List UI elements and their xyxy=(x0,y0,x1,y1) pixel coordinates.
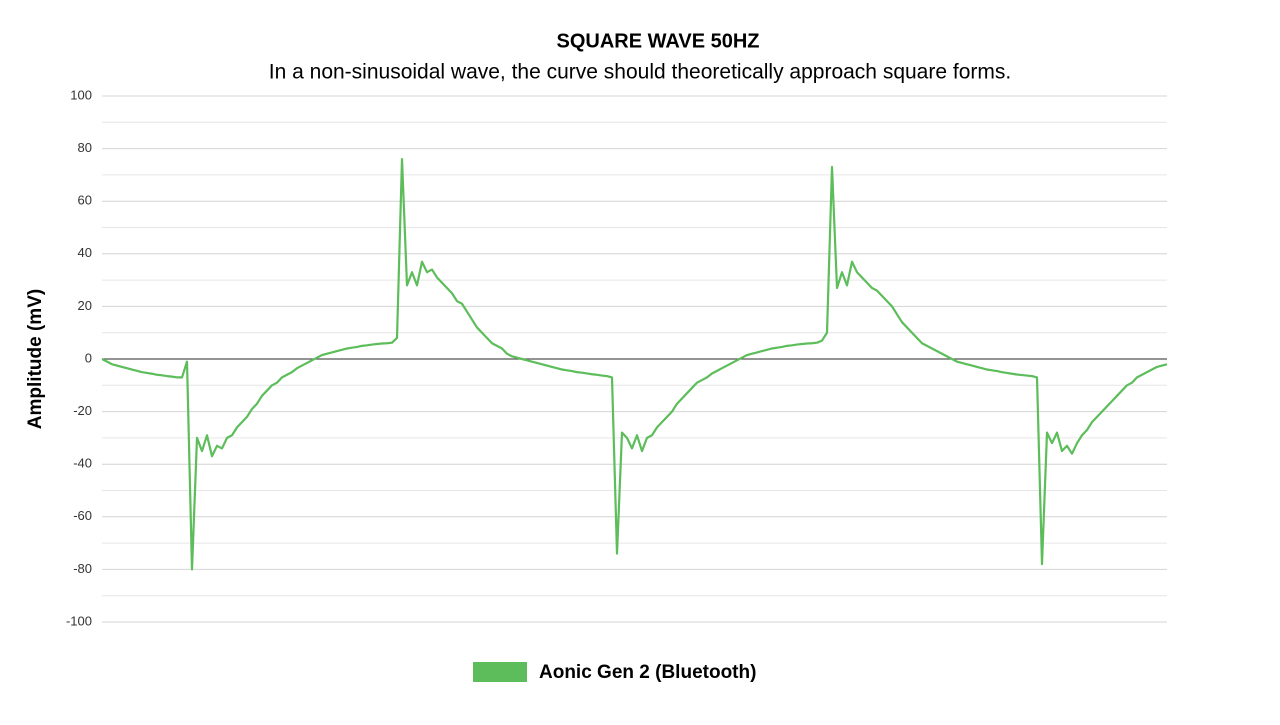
data-line xyxy=(101,158,1168,571)
y-tick-label: 0 xyxy=(85,350,92,365)
y-axis-label: Amplitude (mV) xyxy=(25,289,46,429)
y-tick-label: -80 xyxy=(73,561,92,576)
legend-label: Aonic Gen 2 (Bluetooth) xyxy=(539,662,756,683)
legend-swatch xyxy=(473,662,527,682)
y-tick-label: -20 xyxy=(73,403,92,418)
y-tick-label: 60 xyxy=(78,193,92,208)
y-tick-label: -60 xyxy=(73,508,92,523)
y-tick-label: -40 xyxy=(73,456,92,471)
chart-title: SQUARE WAVE 50HZ xyxy=(557,30,760,52)
y-tick-label: 40 xyxy=(78,245,92,260)
y-tick-label: 100 xyxy=(70,87,92,102)
y-tick-label: -100 xyxy=(66,613,92,628)
chart-subtitle: In a non-sinusoidal wave, the curve shou… xyxy=(269,61,1011,84)
y-tick-label: 80 xyxy=(78,140,92,155)
y-tick-label: 20 xyxy=(78,298,92,313)
